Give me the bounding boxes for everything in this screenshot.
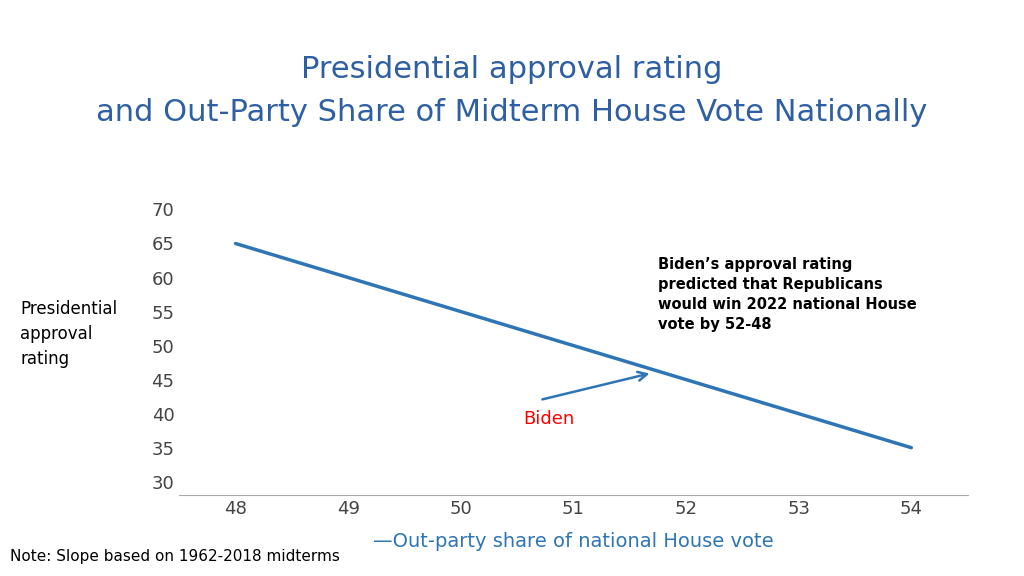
Text: Biden’s approval rating
predicted that Republicans
would win 2022 national House: Biden’s approval rating predicted that R… xyxy=(658,257,916,332)
Text: Note: Slope based on 1962-2018 midterms: Note: Slope based on 1962-2018 midterms xyxy=(10,550,340,564)
Text: Biden: Biden xyxy=(522,410,574,429)
Text: and Out-Party Share of Midterm House Vote Nationally: and Out-Party Share of Midterm House Vot… xyxy=(96,98,928,127)
Text: Presidential
approval
rating: Presidential approval rating xyxy=(20,300,118,368)
Text: Presidential approval rating: Presidential approval rating xyxy=(301,55,723,84)
X-axis label: —Out-party share of national House vote: —Out-party share of national House vote xyxy=(373,532,774,551)
